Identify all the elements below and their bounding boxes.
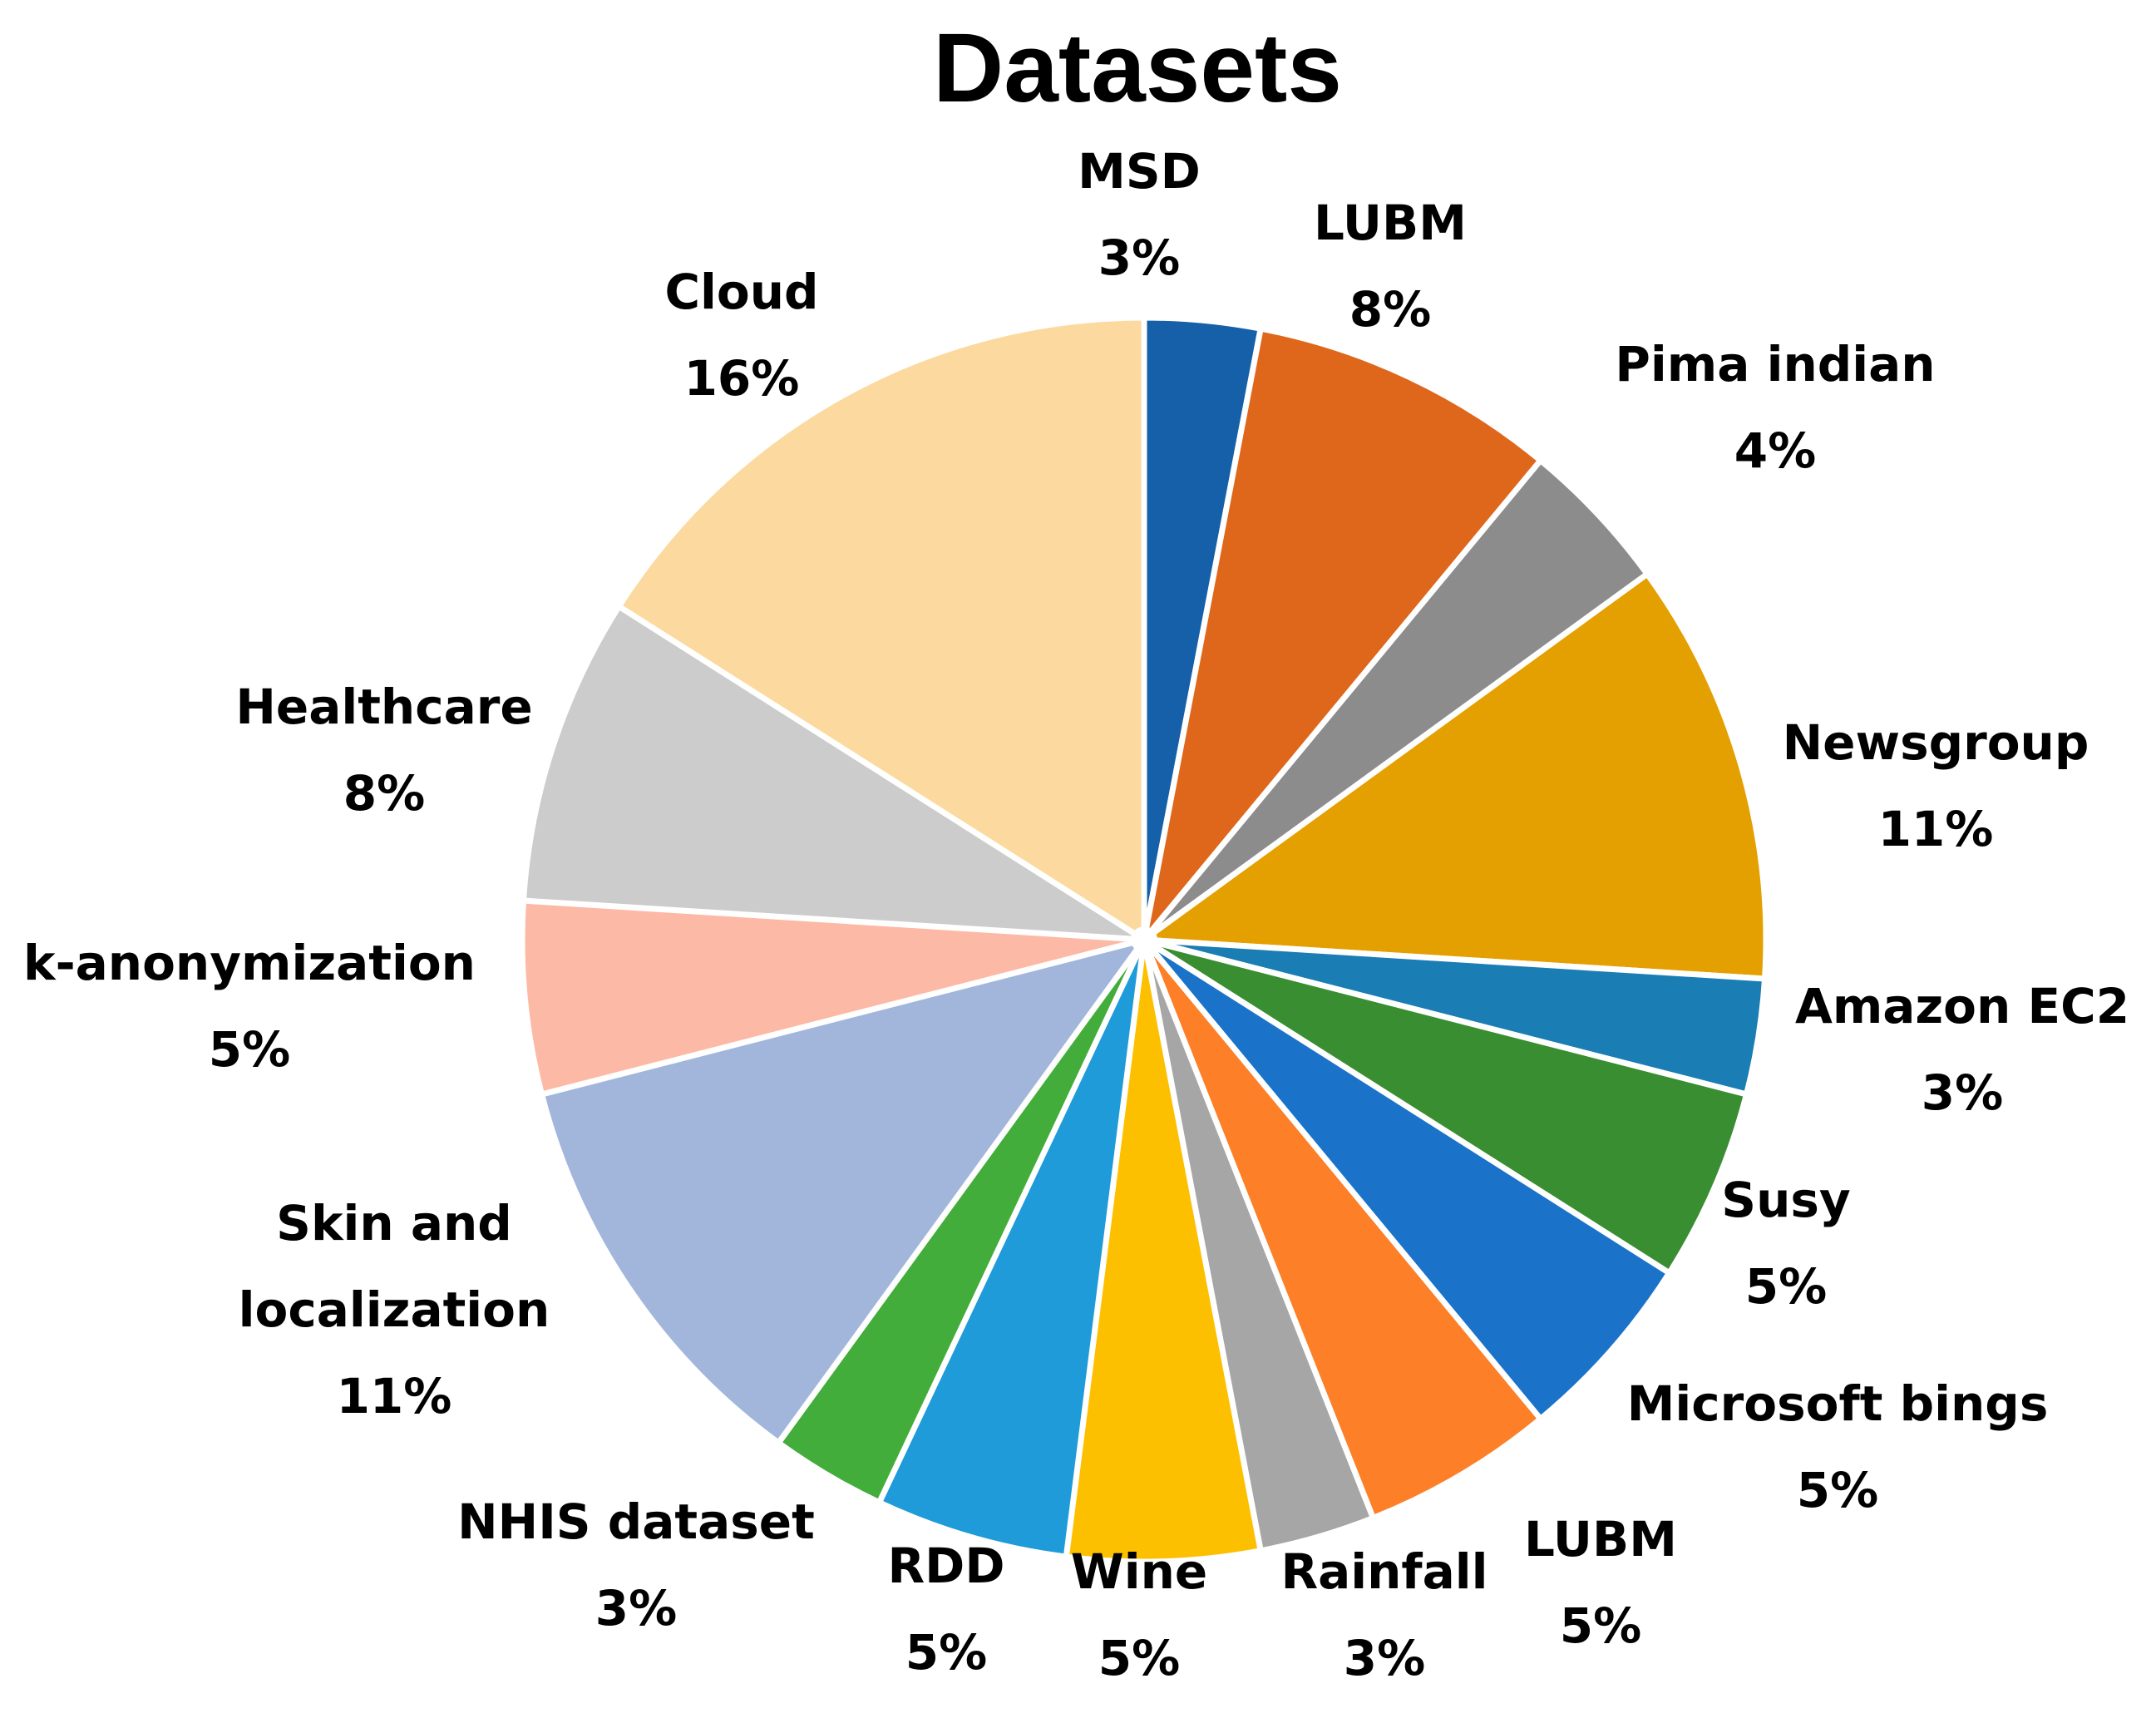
pie-slice [1141, 936, 1673, 1422]
slice-label: Skin and localization 11% [239, 1195, 550, 1424]
slice-label: Wine 5% [1071, 1543, 1207, 1686]
slice-name-label: k-anonymization [23, 935, 476, 991]
slice-label: Microsoft bings 5% [1627, 1375, 2049, 1518]
pie-center [1131, 926, 1157, 953]
pie-slice [876, 936, 1147, 1560]
slice-name-label: LUBM [1314, 195, 1467, 251]
slice-name-label: Wine [1071, 1543, 1207, 1600]
slice-name-label: Cloud [664, 264, 818, 320]
chart-title: Datasets [933, 13, 1342, 123]
slice-label: Pima indian 4% [1615, 336, 1935, 479]
slice-labels: MSD 3% LUBM 8% Pima indian 4% Newsgroup 11% Amaz… [23, 143, 2129, 1686]
slice-label: Healthcare 8% [235, 679, 532, 822]
slice-name-label: Susy [1721, 1172, 1850, 1228]
slice-name-label: Newsgroup [1783, 714, 2089, 771]
pie-slice [519, 897, 1147, 1098]
slice-percent-label: 11% [337, 1368, 452, 1424]
slice-label: NHIS dataset 3% [457, 1493, 815, 1637]
slice-name-label: Amazon EC2 [1795, 978, 2129, 1034]
slice-percent-label: 5% [905, 1624, 987, 1681]
slice-percent-label: 16% [684, 350, 800, 407]
slice-name-label: Microsoft bings [1627, 1375, 2049, 1432]
slice-label: LUBM 5% [1524, 1511, 1677, 1654]
slice-name-label: Healthcare [235, 679, 532, 735]
pie-slice [1141, 325, 1544, 943]
pie-slice [1063, 936, 1264, 1565]
slice-percent-label: 4% [1734, 422, 1816, 479]
slice-percent-label: 5% [1098, 1630, 1180, 1686]
pie-slices [519, 314, 1769, 1565]
slice-name-label: LUBM [1524, 1511, 1677, 1567]
slice-percent-label: 5% [1797, 1462, 1878, 1518]
pie-slice [1141, 570, 1769, 982]
slice-label: RDD 5% [888, 1538, 1005, 1681]
slice-percent-label: 3% [1922, 1064, 2003, 1121]
slice-percent-label: 3% [1098, 230, 1180, 286]
slice-percent-label: 3% [1344, 1630, 1425, 1686]
slice-percent-label: 5% [209, 1021, 290, 1078]
slice-name-label: NHIS dataset [457, 1493, 815, 1550]
pie-slice [1141, 936, 1749, 1276]
slice-percent-label: 5% [1745, 1258, 1827, 1315]
slice-name-label: Rainfall [1280, 1543, 1487, 1600]
slice-label: k-anonymization 5% [23, 935, 476, 1078]
slice-name-label: localization [239, 1281, 550, 1338]
slice-percent-label: 3% [595, 1580, 677, 1637]
slice-label: Susy 5% [1721, 1172, 1850, 1315]
slice-label: Cloud 16% [664, 264, 818, 407]
slice-name-label: MSD [1078, 143, 1201, 200]
slice-percent-label: 11% [1878, 801, 1994, 857]
pie-slice [1141, 936, 1544, 1521]
pie-slice [520, 603, 1147, 943]
slice-percent-label: 8% [343, 765, 425, 822]
pie-slice [615, 314, 1147, 943]
slice-name-label: Pima indian [1615, 336, 1935, 392]
pie-slice [1141, 457, 1650, 943]
slice-label: Rainfall 3% [1280, 1543, 1487, 1686]
slice-percent-label: 5% [1560, 1597, 1641, 1654]
slice-label: Newsgroup 11% [1783, 714, 2089, 857]
slice-label: Amazon EC2 3% [1795, 978, 2129, 1121]
slice-percent-label: 8% [1349, 281, 1431, 338]
slice-name-label: RDD [888, 1538, 1005, 1594]
slice-label: MSD 3% [1078, 143, 1201, 286]
pie-slice [539, 936, 1147, 1446]
slice-name-label: Skin and [276, 1195, 512, 1252]
slice-label: LUBM 8% [1314, 195, 1467, 338]
